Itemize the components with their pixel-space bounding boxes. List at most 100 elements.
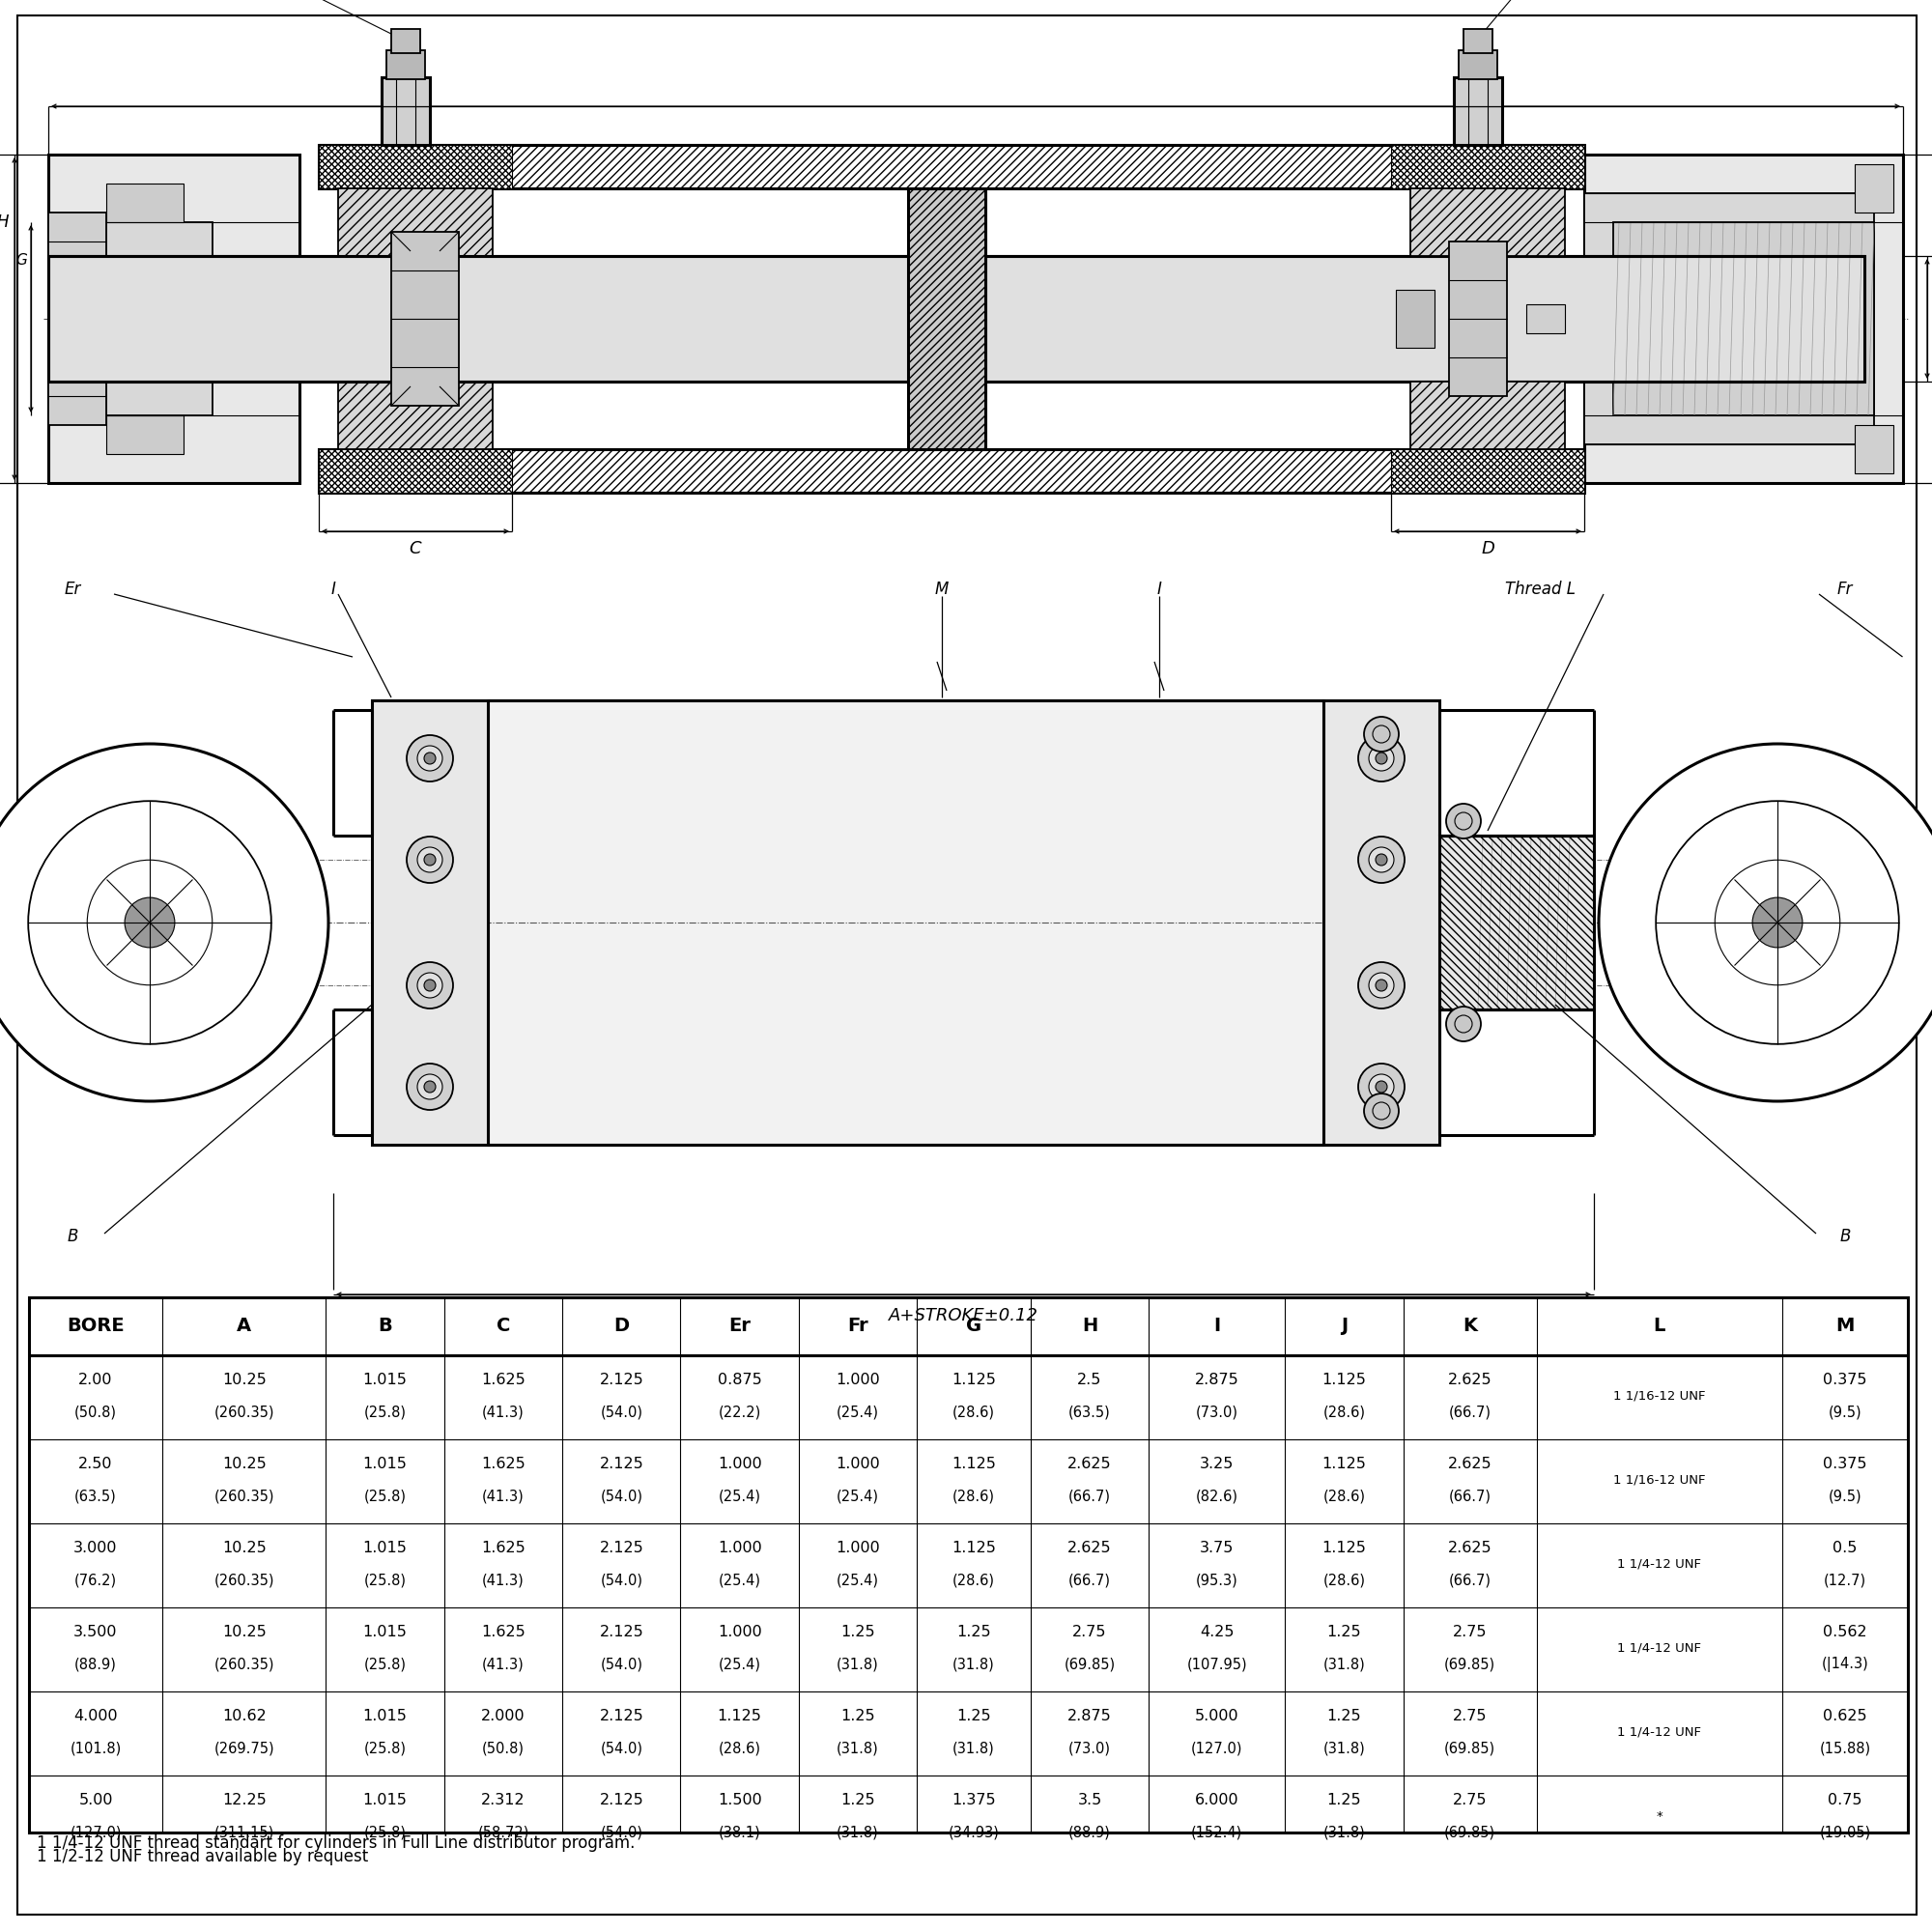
Bar xyxy=(1613,222,1874,415)
Text: (88.9): (88.9) xyxy=(75,1658,116,1671)
Text: 1 1/16-12 UNF: 1 1/16-12 UNF xyxy=(1613,1389,1706,1403)
Text: L: L xyxy=(1654,1318,1665,1335)
Text: 1.015: 1.015 xyxy=(363,1372,408,1387)
Text: (25.8): (25.8) xyxy=(363,1405,406,1420)
Text: 1.015: 1.015 xyxy=(363,1793,408,1806)
Bar xyxy=(1410,383,1565,448)
Circle shape xyxy=(29,802,270,1043)
Text: 1.000: 1.000 xyxy=(837,1457,879,1470)
Bar xyxy=(1395,290,1434,348)
Bar xyxy=(338,189,493,255)
Text: (76.2): (76.2) xyxy=(73,1573,118,1588)
Circle shape xyxy=(1358,1063,1405,1109)
Text: 1.015: 1.015 xyxy=(363,1625,408,1638)
Text: A: A xyxy=(238,1318,251,1335)
Text: (34.93): (34.93) xyxy=(949,1826,999,1839)
Text: (25.4): (25.4) xyxy=(837,1405,879,1420)
Text: 1.125: 1.125 xyxy=(952,1372,995,1387)
Text: 2.75: 2.75 xyxy=(1072,1625,1107,1638)
Text: 1.125: 1.125 xyxy=(952,1540,995,1555)
Text: *: * xyxy=(1656,1810,1663,1822)
Circle shape xyxy=(425,1082,437,1094)
Circle shape xyxy=(1364,717,1399,752)
Bar xyxy=(1584,155,1903,483)
Text: 1 1/16-12 UNF: 1 1/16-12 UNF xyxy=(1613,1474,1706,1486)
Text: Thread L: Thread L xyxy=(1505,580,1577,599)
Circle shape xyxy=(1368,974,1395,997)
Circle shape xyxy=(1358,734,1405,781)
Circle shape xyxy=(425,980,437,991)
Text: (25.4): (25.4) xyxy=(837,1490,879,1503)
Text: 2.875: 2.875 xyxy=(1194,1372,1238,1387)
Text: (260.35): (260.35) xyxy=(214,1490,274,1503)
Text: 6.000: 6.000 xyxy=(1194,1793,1238,1806)
Text: (54.0): (54.0) xyxy=(601,1741,643,1756)
Text: (15.88): (15.88) xyxy=(1820,1741,1870,1756)
Text: 2.50: 2.50 xyxy=(79,1457,112,1470)
Text: (41.3): (41.3) xyxy=(483,1573,524,1588)
Text: 2.625: 2.625 xyxy=(1447,1372,1492,1387)
Text: 2.125: 2.125 xyxy=(599,1625,643,1638)
Text: (28.6): (28.6) xyxy=(952,1405,995,1420)
Text: Fr: Fr xyxy=(1837,580,1853,599)
Text: (25.4): (25.4) xyxy=(837,1573,879,1588)
Text: (25.8): (25.8) xyxy=(363,1490,406,1503)
Circle shape xyxy=(1368,746,1395,771)
Text: Er: Er xyxy=(64,580,81,599)
Circle shape xyxy=(1358,837,1405,883)
Text: PORT: PORT xyxy=(1480,0,1582,37)
Text: (31.8): (31.8) xyxy=(837,1741,879,1756)
Text: D: D xyxy=(1482,539,1493,556)
Text: (69.85): (69.85) xyxy=(1445,1741,1495,1756)
Text: (107.95): (107.95) xyxy=(1186,1658,1248,1671)
Text: 2.125: 2.125 xyxy=(599,1457,643,1470)
Text: (54.0): (54.0) xyxy=(601,1573,643,1588)
Text: 1.000: 1.000 xyxy=(717,1540,761,1555)
Bar xyxy=(1526,303,1565,332)
Text: G: G xyxy=(966,1318,981,1335)
Bar xyxy=(1855,425,1893,473)
Bar xyxy=(390,232,460,406)
Text: (66.7): (66.7) xyxy=(1449,1573,1492,1588)
Text: 1.25: 1.25 xyxy=(1327,1793,1362,1806)
Text: (69.85): (69.85) xyxy=(1445,1826,1495,1839)
Circle shape xyxy=(406,1063,452,1109)
Text: (50.8): (50.8) xyxy=(481,1741,524,1756)
Text: (|14.3): (|14.3) xyxy=(1822,1658,1868,1673)
Bar xyxy=(390,29,421,52)
Text: (28.6): (28.6) xyxy=(952,1490,995,1503)
Bar xyxy=(1323,699,1439,1144)
Circle shape xyxy=(1376,1082,1387,1094)
Text: 2.000: 2.000 xyxy=(481,1708,526,1723)
Text: 2.5: 2.5 xyxy=(1078,1372,1101,1387)
Text: J: J xyxy=(1341,1318,1349,1335)
Text: (58.72): (58.72) xyxy=(477,1826,529,1839)
Text: 2.625: 2.625 xyxy=(1068,1540,1111,1555)
Text: (31.8): (31.8) xyxy=(1323,1826,1366,1839)
Text: G: G xyxy=(15,253,27,269)
Text: (31.8): (31.8) xyxy=(837,1826,879,1839)
Text: 1.125: 1.125 xyxy=(1321,1372,1366,1387)
Text: (31.8): (31.8) xyxy=(837,1658,879,1671)
Text: 1 1/4-12 UNF: 1 1/4-12 UNF xyxy=(1617,1557,1702,1571)
Text: (260.35): (260.35) xyxy=(214,1573,274,1588)
Circle shape xyxy=(406,837,452,883)
Text: 1.000: 1.000 xyxy=(717,1625,761,1638)
Text: (31.8): (31.8) xyxy=(1323,1658,1366,1671)
Text: 10.62: 10.62 xyxy=(222,1708,267,1723)
Circle shape xyxy=(1376,752,1387,763)
Bar xyxy=(386,50,425,79)
Bar xyxy=(319,448,512,493)
Text: (25.4): (25.4) xyxy=(719,1573,761,1588)
Text: (41.3): (41.3) xyxy=(483,1658,524,1671)
Text: (66.7): (66.7) xyxy=(1449,1405,1492,1420)
Text: 3.5: 3.5 xyxy=(1078,1793,1101,1806)
Text: (127.0): (127.0) xyxy=(1190,1741,1242,1756)
Text: (66.7): (66.7) xyxy=(1068,1490,1111,1503)
Text: (25.4): (25.4) xyxy=(719,1490,761,1503)
Circle shape xyxy=(417,746,442,771)
Text: 0.5: 0.5 xyxy=(1833,1540,1857,1555)
Text: 1.25: 1.25 xyxy=(1327,1625,1362,1638)
Text: 1.125: 1.125 xyxy=(952,1457,995,1470)
Bar xyxy=(319,448,1584,493)
